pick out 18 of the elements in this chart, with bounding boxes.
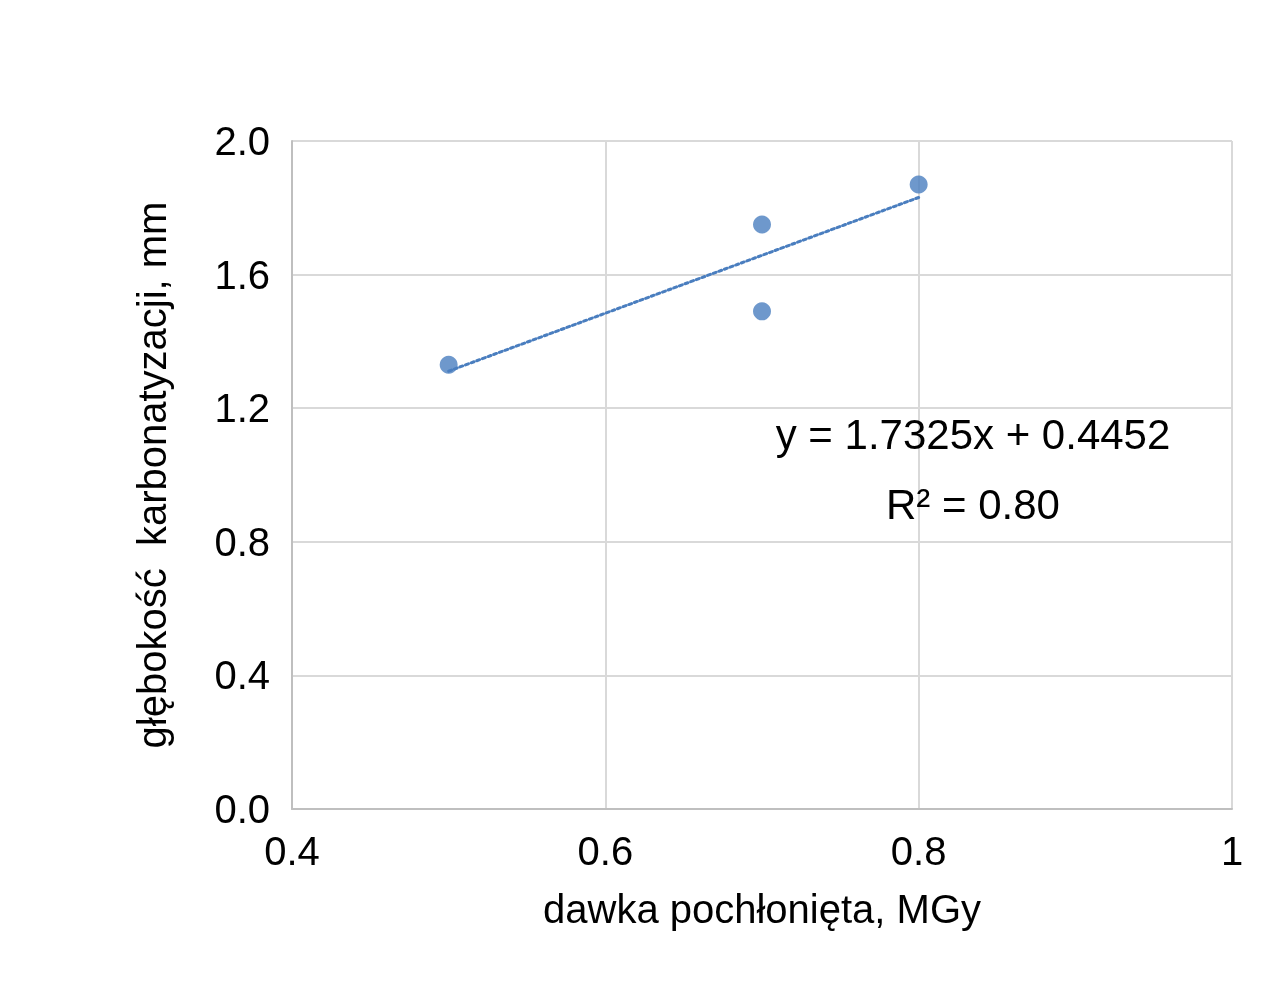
y-tick-label: 0.0: [214, 787, 270, 831]
annotation: y = 1.7325x + 0.4452: [775, 410, 1171, 458]
y-tick-label: 1.2: [214, 386, 270, 431]
x-tick-label: 0.6: [577, 829, 634, 873]
y-tick-label: 2.0: [214, 119, 270, 163]
y-tick-label: 0.4: [214, 653, 270, 698]
y-tick-label: 1.6: [214, 252, 270, 297]
x-tick-label: 0.4: [264, 829, 320, 873]
point: [753, 302, 771, 321]
x-tick-label: 0.8: [890, 829, 947, 873]
y-tick-label: 0.8: [214, 519, 270, 564]
annotation: R² = 0.80: [886, 480, 1060, 528]
point: [439, 355, 458, 374]
y-axis-title: głębokość karbonatyzacji, mm: [130, 201, 174, 749]
point: [753, 215, 771, 234]
point: [909, 175, 928, 194]
x-axis-title: dawka pochłonięta, MGy: [542, 887, 982, 931]
x-tick-label: 1: [1220, 829, 1244, 873]
